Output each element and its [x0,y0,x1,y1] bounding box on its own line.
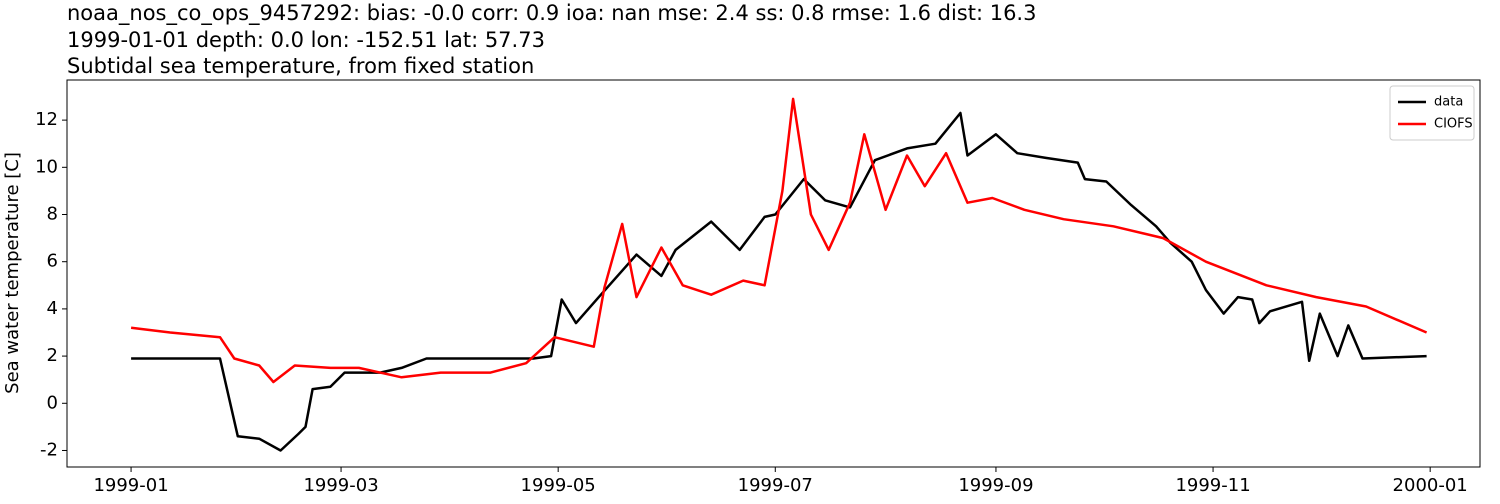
plot-area [66,79,1481,468]
x-tick-label: 1999-05 [521,475,596,496]
y-tick-label: 0 [47,392,58,413]
chart-title: noaa_nos_co_ops_9457292: bias: -0.0 corr… [67,1,1036,26]
y-tick-label: 10 [35,156,58,177]
y-tick-label: 8 [47,204,58,225]
chart-title: 1999-01-01 depth: 0.0 lon: -152.51 lat: … [67,28,545,52]
legend: data CIOFS [1389,85,1475,141]
y-tick-label: 2 [47,345,58,366]
x-tick-label: 1999-01 [93,475,168,496]
data-line [130,97,1428,384]
data-line [131,111,1427,452]
chart-title: Subtidal sea temperature, from fixed sta… [67,54,534,78]
y-tick-label: 12 [35,109,58,130]
x-tick-label: 1999-09 [958,475,1033,496]
legend-box [1389,85,1475,141]
y-tick-label: 4 [47,298,58,319]
y-tick-label: 6 [47,251,58,272]
y-axis-label: Sea water temperature [C] [2,152,23,394]
x-tick-label: 1999-03 [303,475,378,496]
x-tick-label: 2000-01 [1393,475,1468,496]
x-tick-label: 1999-11 [1175,475,1250,496]
x-tick-label: 1999-07 [738,475,813,496]
legend-label: CIOFS [1434,117,1473,132]
y-tick-label: -2 [40,439,58,460]
legend-label: data [1434,95,1463,110]
